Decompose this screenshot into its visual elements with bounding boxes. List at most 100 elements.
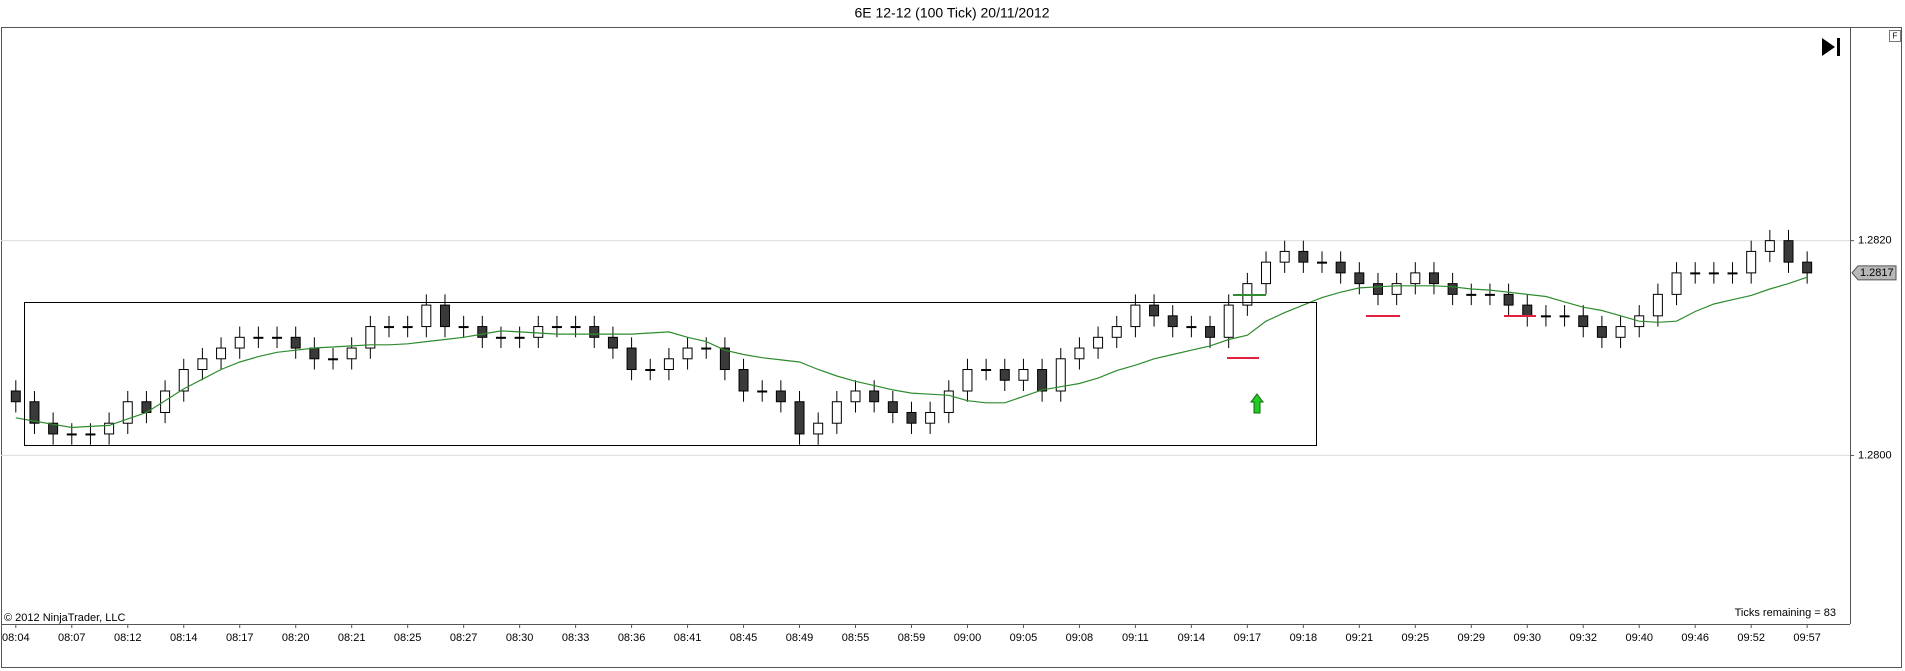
candle-body <box>1354 272 1365 285</box>
candle-body <box>1410 272 1421 285</box>
candle-body <box>962 369 973 392</box>
candle-body <box>1484 293 1495 296</box>
candle-body <box>626 347 637 371</box>
candle-body <box>48 422 59 435</box>
candle-body <box>1149 304 1160 317</box>
candle-body <box>1279 250 1290 263</box>
x-tick-label: 08:14 <box>170 632 198 644</box>
chart-title: 6E 12-12 (100 Tick) 20/11/2012 <box>854 5 1049 21</box>
candle-body <box>794 401 805 435</box>
candle-body <box>1802 261 1813 274</box>
candle-body <box>813 422 824 435</box>
play-icon[interactable] <box>1822 38 1840 56</box>
candle-body <box>1074 347 1085 360</box>
play-bar[interactable] <box>1837 38 1840 56</box>
candle-body <box>850 390 861 403</box>
candle-body <box>1205 326 1216 338</box>
candle-body <box>551 326 562 329</box>
x-tick-label: 08:21 <box>338 632 366 644</box>
x-tick-label: 08:49 <box>786 632 814 644</box>
candle-body <box>253 336 264 339</box>
candle-body <box>701 347 712 350</box>
last-price-marker <box>1851 265 1897 281</box>
candle-body <box>869 390 880 403</box>
x-tick-label: 09:32 <box>1569 632 1597 644</box>
f-button-label[interactable]: F <box>1893 32 1898 41</box>
candle-body <box>1428 272 1439 285</box>
candle-body <box>1186 326 1197 329</box>
x-tick-label: 09:21 <box>1346 632 1374 644</box>
candle-body <box>775 390 786 403</box>
candle-body <box>1018 369 1029 381</box>
candle-body <box>290 336 301 349</box>
candle-body <box>719 347 730 371</box>
candle-body <box>272 336 283 339</box>
candle-body <box>216 347 227 360</box>
candle-body <box>1596 326 1607 338</box>
candle-body <box>1764 240 1775 252</box>
drawn-rectangle <box>24 302 1317 446</box>
copyright: © 2012 NinjaTrader, LLC <box>4 612 125 624</box>
candle-body <box>458 326 469 329</box>
x-tick-label: 09:57 <box>1793 632 1821 644</box>
candle-body <box>1261 261 1272 285</box>
candle-body <box>757 390 768 393</box>
candle-body <box>981 369 992 372</box>
candle-body <box>1708 272 1719 275</box>
x-tick-label: 08:55 <box>842 632 870 644</box>
candle-body <box>1540 315 1551 318</box>
ticks-remaining: Ticks remaining = 83 <box>1735 607 1836 619</box>
play-triangle[interactable] <box>1822 38 1835 56</box>
x-tick-label: 09:29 <box>1458 632 1486 644</box>
candle-body <box>29 401 40 424</box>
candle-body <box>1578 315 1589 328</box>
candle-body <box>365 326 376 349</box>
x-tick-label: 09:00 <box>954 632 982 644</box>
candle-body <box>178 369 189 392</box>
candle-body <box>1466 293 1477 296</box>
candle-body <box>160 390 171 413</box>
candle-body <box>925 411 936 424</box>
x-tick-label: 08:07 <box>58 632 86 644</box>
x-tick-label: 09:08 <box>1066 632 1094 644</box>
candle-body <box>831 401 842 424</box>
x-tick-label: 09:14 <box>1178 632 1206 644</box>
x-tick-label: 08:36 <box>618 632 646 644</box>
x-tick-label: 08:59 <box>898 632 926 644</box>
x-tick-label: 09:52 <box>1737 632 1765 644</box>
candle-body <box>197 358 208 371</box>
moving-average <box>15 276 1808 429</box>
candle-body <box>1615 326 1626 338</box>
x-tick-label: 09:40 <box>1625 632 1653 644</box>
candle-body <box>570 326 581 329</box>
candle-body <box>1037 369 1048 392</box>
x-tick-label: 08:25 <box>394 632 422 644</box>
x-tick-label: 09:11 <box>1122 632 1149 644</box>
candle-body <box>645 369 656 372</box>
f-button[interactable] <box>1889 30 1901 42</box>
candle-body <box>495 336 506 339</box>
candle-body <box>1335 261 1346 274</box>
candle-body <box>328 358 339 361</box>
candle-body <box>10 390 21 403</box>
candle-body <box>477 326 488 338</box>
candle-body <box>663 358 674 371</box>
candle-body <box>104 422 115 435</box>
x-tick-label: 09:05 <box>1010 632 1038 644</box>
candle-body <box>402 326 413 329</box>
x-tick-label: 09:18 <box>1290 632 1318 644</box>
buy-arrow <box>1250 393 1264 414</box>
candle-body <box>1671 272 1682 295</box>
frame <box>1 27 1902 668</box>
x-tick-label: 08:30 <box>506 632 534 644</box>
x-tick-label: 08:12 <box>114 632 142 644</box>
candle-body <box>122 401 133 424</box>
candle-body <box>999 369 1010 381</box>
candle-body <box>1130 304 1141 328</box>
candle-body <box>1223 304 1234 338</box>
candle-body <box>607 336 618 349</box>
candle-body <box>1372 283 1383 295</box>
candle-body <box>682 347 693 360</box>
